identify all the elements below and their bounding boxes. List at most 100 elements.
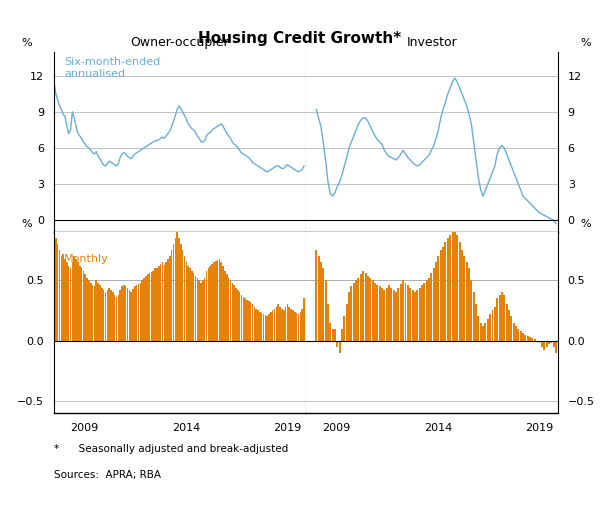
Bar [348, 293, 350, 341]
Bar [445, 242, 446, 341]
Bar [176, 232, 178, 341]
Bar [90, 283, 92, 341]
Bar [244, 298, 246, 341]
Bar [184, 256, 185, 341]
Bar [104, 293, 106, 341]
Bar [294, 312, 296, 341]
Bar [208, 268, 209, 341]
Bar [167, 259, 169, 341]
Bar [246, 300, 248, 341]
Bar [112, 293, 113, 341]
Bar [298, 314, 299, 341]
Bar [419, 287, 421, 341]
Bar [263, 314, 265, 341]
Bar [154, 268, 156, 341]
Bar [501, 293, 503, 341]
Bar [71, 262, 73, 341]
Bar [142, 280, 143, 341]
Bar [524, 334, 526, 341]
Bar [470, 280, 472, 341]
Bar [527, 336, 529, 341]
Bar [175, 238, 176, 341]
Bar [230, 280, 231, 341]
Bar [189, 268, 191, 341]
Bar [209, 266, 211, 341]
Bar [337, 341, 338, 347]
Bar [266, 316, 268, 341]
Bar [511, 316, 512, 341]
Bar [217, 260, 218, 341]
Bar [285, 307, 286, 341]
Bar [228, 278, 229, 341]
Bar [185, 262, 187, 341]
Bar [132, 289, 134, 341]
Bar [541, 341, 543, 347]
Bar [529, 337, 531, 341]
Bar [456, 235, 458, 341]
Bar [425, 280, 428, 341]
Bar [85, 275, 86, 341]
Bar [473, 293, 475, 341]
Bar [412, 290, 413, 341]
Bar [522, 333, 524, 341]
Bar [118, 295, 119, 341]
Bar [57, 244, 58, 341]
Bar [484, 322, 487, 341]
Bar [59, 250, 60, 341]
Bar [220, 262, 222, 341]
Bar [338, 341, 341, 352]
Bar [211, 264, 213, 341]
Bar [480, 322, 482, 341]
Bar [70, 268, 71, 341]
Bar [64, 259, 66, 341]
Bar [75, 259, 77, 341]
Bar [204, 278, 205, 341]
Bar [329, 322, 331, 341]
Bar [343, 316, 346, 341]
Bar [463, 256, 465, 341]
Bar [119, 290, 121, 341]
Bar [341, 329, 343, 341]
Bar [61, 256, 62, 341]
Bar [62, 254, 64, 341]
Bar [296, 313, 298, 341]
Bar [275, 307, 277, 341]
Bar [224, 271, 226, 341]
Bar [97, 283, 99, 341]
Bar [83, 271, 84, 341]
Bar [503, 295, 505, 341]
Bar [494, 307, 496, 341]
Bar [158, 266, 160, 341]
Bar [350, 286, 352, 341]
Bar [200, 283, 202, 341]
Bar [374, 283, 376, 341]
Bar [92, 285, 94, 341]
Bar [79, 266, 80, 341]
Bar [169, 256, 170, 341]
Bar [55, 238, 56, 341]
Bar [226, 275, 227, 341]
Bar [475, 304, 477, 341]
Bar [292, 311, 294, 341]
Bar [193, 273, 194, 341]
Bar [548, 341, 550, 344]
Bar [543, 341, 545, 350]
Bar [197, 278, 198, 341]
Bar [202, 280, 203, 341]
Bar [223, 266, 224, 341]
Bar [332, 329, 334, 341]
Text: %: % [580, 38, 591, 48]
Bar [121, 286, 123, 341]
Bar [506, 304, 508, 341]
Bar [136, 285, 137, 341]
Bar [94, 286, 95, 341]
Bar [532, 338, 533, 341]
Bar [149, 273, 151, 341]
Bar [277, 304, 279, 341]
Bar [257, 311, 259, 341]
Bar [553, 341, 554, 347]
Bar [555, 341, 557, 352]
Bar [107, 290, 108, 341]
Bar [213, 262, 215, 341]
Bar [466, 262, 467, 341]
